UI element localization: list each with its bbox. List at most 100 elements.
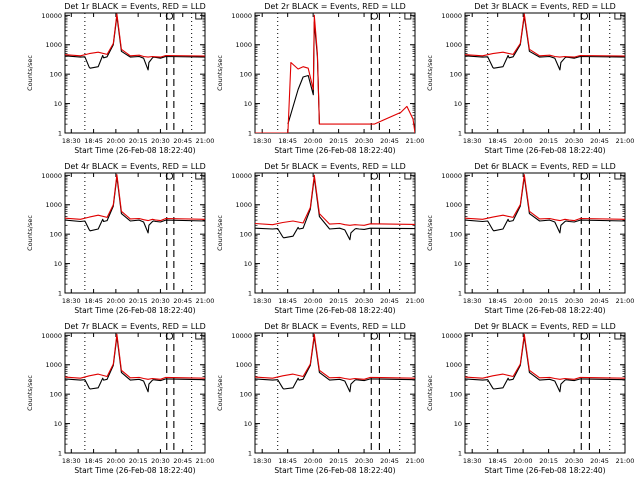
panel-8-ytick-label: 1000 xyxy=(235,361,252,369)
panel-4-series-events xyxy=(65,176,205,234)
panel-9-title: Det 9r BLACK = Events, RED = LLD xyxy=(474,322,616,331)
panel-5-xtick-label: 21:00 xyxy=(406,297,425,305)
panel-8-ytick-label: 100 xyxy=(240,391,252,399)
panel-9-ylabel: Counts/sec xyxy=(426,375,434,411)
panel-1-ytick-label: 1000 xyxy=(45,41,62,49)
panel-9-marker-square xyxy=(614,332,622,340)
panel-1-xtick-label: 20:15 xyxy=(129,137,148,145)
panel-2-series-lld xyxy=(255,14,415,133)
panel-6-xtick-label: 21:00 xyxy=(616,297,635,305)
panel-8-xtick-label: 18:45 xyxy=(278,457,297,465)
panel-1-ytick-label: 10000 xyxy=(41,12,62,20)
panel-2-xtick-label: 21:00 xyxy=(406,137,425,145)
panel-6-series-events xyxy=(465,176,625,234)
panel-7-xtick-label: 20:15 xyxy=(129,457,148,465)
panel-7-xtick-label: 20:45 xyxy=(173,457,192,465)
panel-8-xtick-label: 20:00 xyxy=(304,457,323,465)
panel-9-xtick-label: 20:45 xyxy=(590,457,609,465)
panel-5-ytick-label: 10 xyxy=(244,260,252,268)
panel-2-series-group xyxy=(255,14,415,133)
panel-9-xtick-label: 18:30 xyxy=(463,457,482,465)
panel-8-series-events xyxy=(255,335,415,393)
panel-9: 1 10 100 1000 10000 18:30 18:45 20:00 20:15 20:30… xyxy=(426,322,634,475)
panel-8-xtick-label: 21:00 xyxy=(406,457,425,465)
panel-5-ytick-label: 100 xyxy=(240,231,252,239)
panel-4-series-group xyxy=(65,174,205,234)
panel-7-series-lld xyxy=(65,333,205,380)
panel-4-xtick-label: 21:00 xyxy=(196,297,215,305)
panel-4-ytick-label: 100 xyxy=(50,231,62,239)
panel-4-series-lld xyxy=(65,174,205,222)
panel-6-xlabel: Start Time (26-Feb-08 18:22:40) xyxy=(484,306,605,315)
panel-2: 1 10 100 1000 10000 18:30 18:45 20:00 20:15 20:30… xyxy=(216,2,424,155)
panel-9-xtick-label: 20:30 xyxy=(565,457,584,465)
panel-2-xtick-label: 18:45 xyxy=(278,137,297,145)
panel-6-xtick-label: 18:30 xyxy=(463,297,482,305)
panel-4-xtick-label: 20:15 xyxy=(129,297,148,305)
panel-1-series-group xyxy=(65,13,205,71)
panel-1-xtick-label: 21:00 xyxy=(196,137,215,145)
panel-9-frame xyxy=(464,332,626,454)
panel-8-ytick-label: 10000 xyxy=(231,332,252,340)
panel-7-frame xyxy=(64,332,206,454)
panel-3-ytick-label: 10 xyxy=(454,100,462,108)
panel-9-marker-circle xyxy=(580,332,588,340)
panel-6-xtick-label: 20:45 xyxy=(590,297,609,305)
panel-6: 1 10 100 1000 10000 18:30 18:45 20:00 20:15 20:30… xyxy=(426,162,634,315)
panel-1-title: Det 1r BLACK = Events, RED = LLD xyxy=(64,2,206,11)
panel-3-series-events xyxy=(465,15,625,71)
panel-3-ytick-label: 100 xyxy=(450,71,462,79)
panel-8-ytick-label: 10 xyxy=(244,420,252,428)
panel-8: 1 10 100 1000 10000 18:30 18:45 20:00 20:15 20:30… xyxy=(216,322,424,475)
panel-5-ytick-label: 10000 xyxy=(231,172,252,180)
panel-9-series-events xyxy=(465,335,625,393)
panel-8-series-lld xyxy=(255,333,415,380)
panel-9-xtick-label: 20:00 xyxy=(514,457,533,465)
panel-2-xlabel: Start Time (26-Feb-08 18:22:40) xyxy=(274,146,395,155)
panel-9-ytick-label: 100 xyxy=(450,391,462,399)
panel-5-ytick-label: 1000 xyxy=(235,201,252,209)
panel-7-xtick-label: 20:00 xyxy=(106,457,125,465)
panel-7-series-group xyxy=(65,333,205,393)
panel-6-marker-circle xyxy=(580,172,588,180)
panel-3-series-group xyxy=(465,13,625,71)
panel-3-ylabel: Counts/sec xyxy=(426,55,434,91)
panel-5-ytick-label: 1 xyxy=(248,290,252,298)
panel-1-xtick-label: 20:00 xyxy=(106,137,125,145)
panel-4-xtick-label: 20:45 xyxy=(173,297,192,305)
panel-8-ylabel: Counts/sec xyxy=(216,375,224,411)
panel-1-ylabel: Counts/sec xyxy=(26,55,34,91)
panel-1-ytick-label: 10 xyxy=(54,100,62,108)
panel-7-ytick-label: 1000 xyxy=(45,361,62,369)
panel-1: 1 10 100 1000 10000 18:30 18:45 20:00 20:15 20:30… xyxy=(26,2,214,155)
panel-1-xtick-label: 20:30 xyxy=(151,137,170,145)
panel-6-xtick-label: 20:15 xyxy=(539,297,558,305)
panel-6-ylabel: Counts/sec xyxy=(426,215,434,251)
panel-3-xtick-label: 18:30 xyxy=(463,137,482,145)
panel-9-xtick-label: 18:45 xyxy=(488,457,507,465)
panel-8-marker-circle xyxy=(370,332,378,340)
panel-4-xtick-label: 20:30 xyxy=(151,297,170,305)
panel-4-xtick-label: 20:00 xyxy=(106,297,125,305)
panel-7-ytick-label: 1 xyxy=(58,450,62,458)
panel-3-marker-circle xyxy=(580,12,588,20)
panel-5-marker-circle xyxy=(370,172,378,180)
panel-3-xtick-label: 20:30 xyxy=(565,137,584,145)
panel-5: 1 10 100 1000 10000 18:30 18:45 20:00 20:15 20:30… xyxy=(216,162,424,315)
panel-2-ytick-label: 100 xyxy=(240,71,252,79)
panel-9-ytick-label: 10000 xyxy=(441,332,462,340)
panel-8-xlabel: Start Time (26-Feb-08 18:22:40) xyxy=(274,466,395,475)
panel-3-xlabel: Start Time (26-Feb-08 18:22:40) xyxy=(484,146,605,155)
panel-5-series-events xyxy=(255,176,415,241)
panel-9-xtick-label: 21:00 xyxy=(616,457,635,465)
panel-9-xtick-label: 20:15 xyxy=(539,457,558,465)
panel-1-xtick-label: 18:45 xyxy=(84,137,103,145)
panel-4-frame xyxy=(64,172,206,294)
panel-4-xlabel: Start Time (26-Feb-08 18:22:40) xyxy=(74,306,195,315)
panel-9-ytick-label: 1000 xyxy=(445,361,462,369)
panel-9-series-lld xyxy=(465,333,625,380)
panel-4: 1 10 100 1000 10000 18:30 18:45 20:00 20:15 20:30… xyxy=(26,162,214,315)
panel-7-ytick-label: 100 xyxy=(50,391,62,399)
panel-1-frame xyxy=(64,12,206,134)
panel-4-ylabel: Counts/sec xyxy=(26,215,34,251)
